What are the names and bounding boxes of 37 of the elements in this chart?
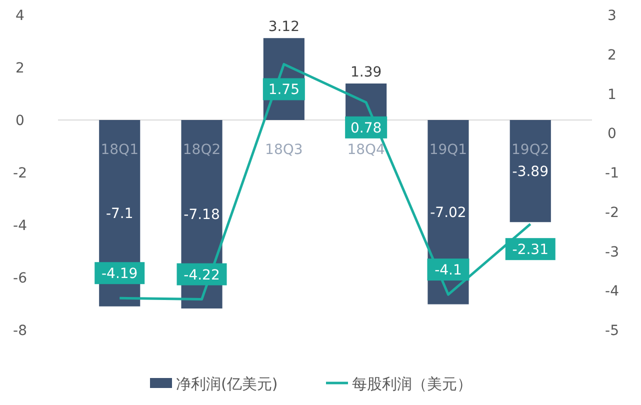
x-tick-label: 18Q4: [347, 142, 386, 158]
data-label: -3.89: [512, 164, 548, 180]
x-tick-label: 18Q1: [100, 142, 138, 158]
x-tick-label: 19Q1: [429, 142, 468, 158]
data-label: -7.18: [184, 207, 220, 224]
data-label: -4.19: [102, 266, 138, 282]
data-label: 1.39: [350, 64, 382, 81]
y-tick-label: 4: [16, 8, 25, 24]
y2-tick-label: 1: [608, 86, 616, 103]
y2-tick-label: -3: [605, 244, 619, 260]
data-label: -7.02: [430, 205, 466, 222]
data-label: -2.31: [512, 242, 548, 258]
x-tick-label: 18Q2: [182, 142, 221, 158]
y2-tick-label: -5: [605, 323, 619, 339]
y2-tick-label: 2: [608, 47, 616, 64]
y-tick-label: -6: [13, 270, 28, 286]
y-tick-label: -8: [13, 323, 27, 339]
bar: [510, 120, 551, 222]
y2-tick-label: -1: [605, 166, 619, 182]
data-label: -4.22: [184, 267, 220, 284]
x-tick-label: 19Q2: [512, 142, 550, 158]
data-label: -7.1: [106, 206, 134, 222]
y-tick-label: -2: [13, 166, 27, 182]
data-label: -4.1: [434, 262, 462, 279]
data-label: 1.75: [268, 82, 300, 98]
data-label: 3.12: [268, 19, 300, 36]
y2-tick-label: -2: [605, 204, 619, 221]
y2-tick-label: 3: [608, 8, 616, 24]
y-tick-label: 0: [16, 113, 24, 129]
data-label: 0.78: [350, 120, 382, 136]
x-tick-label: 18Q3: [265, 142, 303, 158]
y2-tick-label: 0: [608, 126, 616, 142]
legend-label: 净利润(亿美元): [176, 375, 278, 393]
y-tick-label: 2: [16, 60, 24, 76]
legend-label: 每股利润（美元）: [352, 375, 472, 393]
y2-tick-label: -4: [605, 284, 620, 300]
y-tick-label: -4: [13, 218, 28, 234]
